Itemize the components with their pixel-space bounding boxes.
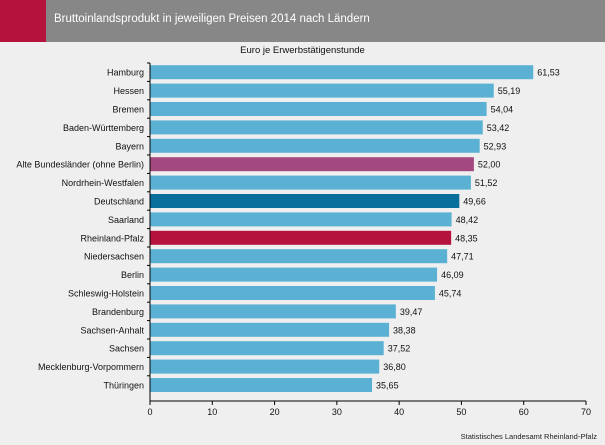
category-label-7: Deutschland	[94, 197, 144, 207]
value-label-7: 49,66	[463, 197, 486, 207]
x-tick-label-5: 50	[456, 407, 466, 417]
bar-12	[150, 286, 435, 300]
bar-0	[150, 65, 534, 80]
bar-15	[150, 341, 384, 356]
category-label-14: Sachsen-Anhalt	[80, 325, 144, 335]
category-label-2: Bremen	[112, 105, 144, 115]
category-label-17: Thüringen	[103, 381, 144, 391]
category-label-1: Hessen	[113, 86, 144, 96]
bar-3	[150, 120, 483, 135]
bar-13	[150, 304, 396, 319]
x-tick-label-6: 60	[519, 407, 529, 417]
chart-title: Bruttoinlandsprodukt in jeweiligen Preis…	[54, 13, 370, 25]
category-label-11: Berlin	[121, 270, 144, 280]
x-tick-label-3: 30	[332, 407, 342, 417]
bar-17	[150, 378, 373, 392]
bar-16	[150, 359, 380, 374]
header-accent	[0, 0, 46, 42]
x-tick-label-2: 20	[270, 407, 280, 417]
bar-7	[150, 194, 460, 208]
x-tick-label-0: 0	[147, 407, 152, 417]
category-label-0: Hamburg	[107, 68, 144, 78]
source-note: Statistisches Landesamt Rheinland-Pfalz	[460, 432, 597, 441]
value-label-6: 51,52	[475, 178, 498, 188]
chart-subtitle: Euro je Erwerbstätigenstunde	[240, 45, 365, 56]
bar-2	[150, 102, 487, 116]
category-label-8: Saarland	[108, 215, 144, 225]
value-label-3: 53,42	[487, 123, 510, 133]
bar-14	[150, 322, 390, 337]
category-label-4: Bayern	[115, 141, 144, 151]
value-label-12: 45,74	[439, 289, 462, 299]
bar-10	[150, 249, 448, 264]
category-label-9: Rheinland-Pfalz	[80, 233, 144, 243]
value-label-4: 52,93	[484, 141, 507, 151]
x-tick-label-1: 10	[207, 407, 217, 417]
category-label-3: Baden-Württemberg	[63, 123, 144, 133]
category-label-15: Sachsen	[109, 344, 144, 354]
category-label-5: Alte Bundesländer (ohne Berlin)	[16, 160, 144, 170]
bar-5	[150, 157, 474, 172]
value-label-16: 36,80	[383, 362, 406, 372]
bar-6	[150, 175, 471, 190]
bar-4	[150, 138, 480, 153]
value-label-1: 55,19	[498, 86, 521, 96]
value-label-15: 37,52	[388, 344, 411, 354]
value-label-5: 52,00	[478, 160, 501, 170]
category-label-16: Mecklenburg-Vorpommern	[38, 362, 144, 372]
category-label-10: Niedersachsen	[84, 252, 144, 262]
category-label-13: Brandenburg	[92, 307, 144, 317]
category-label-6: Nordrhein-Westfalen	[62, 178, 144, 188]
value-label-0: 61,53	[537, 68, 560, 78]
bar-9	[150, 230, 452, 245]
bar-1	[150, 83, 494, 98]
x-tick-label-4: 40	[394, 407, 404, 417]
value-label-2: 54,04	[491, 105, 514, 115]
value-label-9: 48,35	[455, 233, 478, 243]
x-tick-label-7: 70	[581, 407, 591, 417]
value-label-14: 38,38	[393, 325, 416, 335]
bar-8	[150, 212, 452, 227]
bar-11	[150, 267, 438, 282]
value-label-8: 48,42	[456, 215, 479, 225]
value-label-10: 47,71	[451, 252, 474, 262]
category-label-12: Schleswig-Holstein	[68, 289, 144, 299]
chart-header: Bruttoinlandsprodukt in jeweiligen Preis…	[0, 0, 605, 42]
value-label-13: 39,47	[400, 307, 423, 317]
value-label-11: 46,09	[441, 270, 464, 280]
value-label-17: 35,65	[376, 381, 399, 391]
